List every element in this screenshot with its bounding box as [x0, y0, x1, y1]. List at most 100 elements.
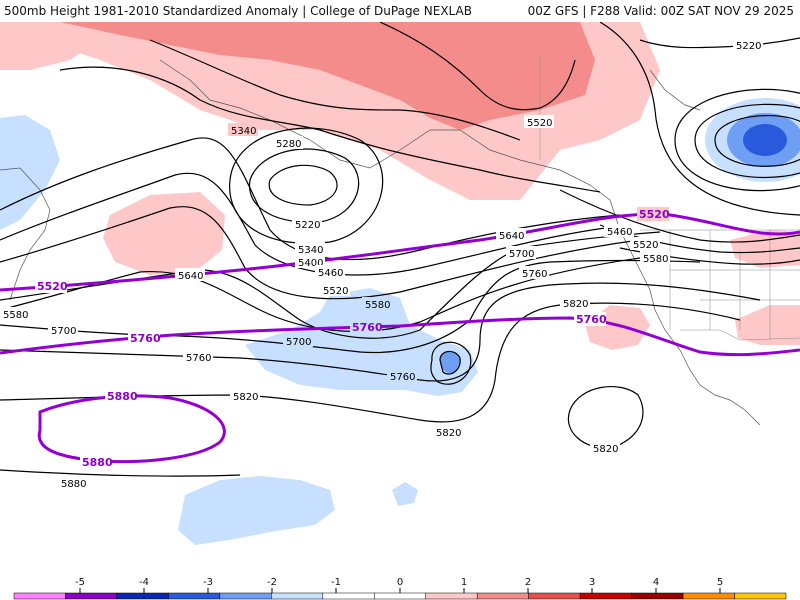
na-west-coast — [629, 249, 761, 426]
model-run-valid-time: 00Z GFS | F288 Valid: 00Z SAT NOV 29 202… — [527, 4, 794, 18]
colorbar-swatch — [631, 592, 684, 600]
thick-contour-5880 — [37, 394, 226, 464]
contour-label-5820-center: 5820 — [436, 428, 461, 439]
positive-anomaly-pacific — [103, 192, 225, 275]
contour-ne-5460 — [559, 189, 800, 243]
contour-label-5820-closed: 5820 — [593, 444, 618, 455]
colorbar-tick-label: 1 — [461, 577, 467, 588]
contour-label-5760-west: 5760 — [186, 353, 211, 364]
contour-label-5460-east: 5460 — [607, 227, 632, 238]
thick-label-5760-west: 5760 — [130, 332, 161, 345]
contour-label-5340-west: 5340 — [231, 126, 256, 137]
contour-ne-ring2 — [694, 103, 800, 179]
contour-5520 — [0, 206, 641, 300]
asia-coast — [0, 167, 51, 301]
thick-label-5520-east: 5520 — [639, 208, 670, 221]
positive-anomaly-alaska-core — [60, 22, 595, 130]
thick-label-5760-east: 5760 — [576, 313, 607, 326]
alaska-coast — [159, 59, 631, 251]
thick-label-5880-bottom: 5880 — [82, 456, 113, 469]
negative-anomaly-ne-core — [743, 124, 787, 156]
contour-label-5880: 5880 — [61, 479, 86, 490]
contour-label-5640: 5640 — [178, 271, 203, 282]
contour-5820-closed — [567, 386, 644, 449]
colorbar-swatch — [13, 592, 66, 600]
positive-anomaly-baja — [585, 305, 650, 350]
colorbar-swatch — [219, 592, 272, 600]
colorbar-swatch — [579, 592, 632, 600]
anomaly-shading — [0, 22, 800, 545]
contour-label-5760-center: 5760 — [390, 372, 415, 383]
positive-anomaly-gulf — [735, 305, 800, 345]
contour-low-5280 — [249, 148, 360, 223]
contour-ne-top — [599, 22, 800, 216]
contour-label-5520: 5520 — [323, 286, 348, 297]
contour-label-5220-low: 5220 — [295, 220, 320, 231]
colorbar-swatch — [168, 592, 221, 600]
contour-label-5520-east: 5520 — [633, 240, 658, 251]
contour-center-low-outer — [430, 341, 472, 385]
colorbar-swatch — [271, 592, 324, 600]
thick-label-5520-west: 5520 — [37, 280, 68, 293]
weather-map: 5220 5340 5280 5520 5220 5340 5400 5460 … — [0, 22, 800, 545]
colorbar-swatch — [682, 592, 735, 600]
colorbar-swatch — [734, 592, 787, 600]
contour-ne-ring3 — [674, 88, 800, 192]
thick-label-5760-center: 5760 — [352, 321, 383, 334]
thick-label-5880-top: 5880 — [107, 390, 138, 403]
colorbar-tick-label: 2 — [525, 577, 531, 588]
colorbar-swatch — [65, 592, 118, 600]
colorbar-tick-label: 4 — [653, 577, 659, 588]
colorbar-tick-label: 0 — [397, 577, 403, 588]
contour-labels: 5220 5340 5280 5520 5220 5340 5400 5460 … — [0, 38, 763, 490]
contour-low-5220 — [268, 164, 338, 206]
contour-label-5700-west: 5700 — [51, 326, 76, 337]
contour-upper-ring — [59, 66, 601, 193]
colorbar-tick-label: -4 — [139, 577, 149, 588]
contour-label-5340: 5340 — [298, 245, 323, 256]
contour-label-5460: 5460 — [318, 268, 343, 279]
contour-label-5700-east: 5700 — [509, 249, 534, 260]
colorbar-swatch — [476, 592, 529, 600]
hudson-coast — [649, 69, 701, 111]
colorbar-swatch — [528, 592, 581, 600]
colorbar-tick-label: 3 — [589, 577, 595, 588]
contour-label-5520-north: 5520 — [527, 118, 552, 129]
colorbar-tick-label: -1 — [331, 577, 341, 588]
colorbar-swatches — [13, 592, 787, 600]
colorbar-swatch — [374, 592, 426, 600]
contour-center-low — [439, 350, 461, 375]
contour-label-5760-east: 5760 — [522, 269, 547, 280]
contour-label-5820-east: 5820 — [563, 299, 588, 310]
positive-anomaly-sw — [730, 230, 800, 268]
contour-5340-north — [149, 39, 521, 141]
contour-label-5580-center: 5580 — [365, 300, 390, 311]
contour-5460 — [0, 172, 631, 276]
colorbar-tick-label: -5 — [75, 577, 85, 588]
contour-label-5280: 5280 — [276, 139, 301, 150]
contour-label-5700-center: 5700 — [286, 337, 311, 348]
map-title: 500mb Height 1981-2010 Standardized Anom… — [4, 4, 472, 18]
negative-anomaly-small — [392, 482, 418, 506]
positive-anomaly-nw — [0, 26, 100, 70]
contour-label-5640-east: 5640 — [499, 231, 524, 242]
colorbar-swatch — [425, 592, 478, 600]
colorbar-tick-label: 5 — [717, 577, 723, 588]
colorbar-swatch — [116, 592, 169, 600]
contour-5760 — [0, 282, 761, 382]
contour-ne-ring1 — [714, 115, 800, 167]
colorbar-swatch — [322, 592, 375, 600]
colorbar-ticks: -5 -4 -3 -2 -1 0 1 2 3 4 5 — [75, 577, 723, 593]
thick-contour-labels: 5520 5520 5760 5760 5760 5880 5880 — [35, 207, 670, 469]
contour-5880 — [0, 469, 241, 477]
contour-ne-5220 — [639, 37, 800, 49]
border-states — [669, 230, 800, 340]
colorbar-tick-label: -3 — [203, 577, 213, 588]
contour-low-5340 — [229, 127, 384, 244]
contour-5220-north — [379, 22, 576, 111]
negative-anomaly-central — [245, 288, 478, 396]
coastlines — [0, 59, 761, 426]
contour-label-5580-west: 5580 — [3, 310, 28, 321]
header: 500mb Height 1981-2010 Standardized Anom… — [0, 0, 800, 22]
negative-anomaly-west — [0, 115, 60, 230]
